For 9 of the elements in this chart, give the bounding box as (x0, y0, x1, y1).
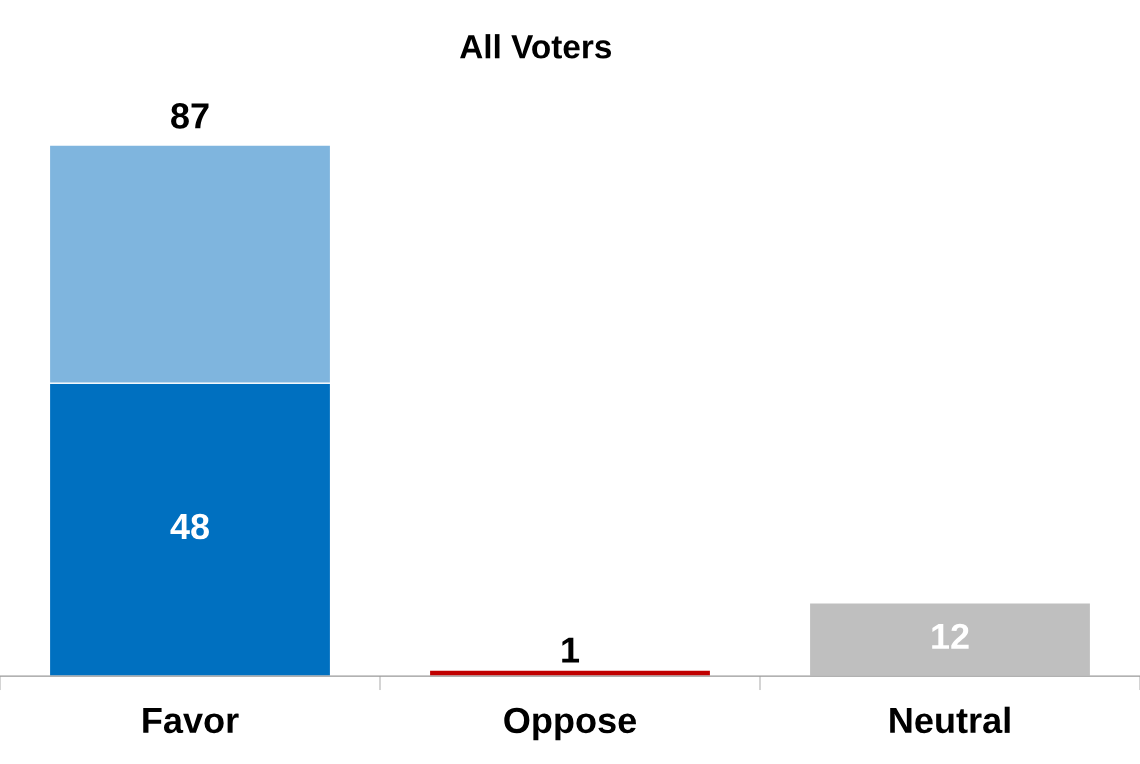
data-label: 48 (170, 513, 209, 540)
bar (808, 602, 1092, 677)
x-tick-label: Favor (143, 708, 239, 734)
x-tick-label: Oppose (504, 707, 636, 741)
total-label: 87 (171, 103, 209, 129)
chart-title: All Voters (460, 34, 612, 59)
data-label: 12 (932, 623, 969, 649)
x-tick-label: Neutral (890, 706, 1010, 734)
data-label: 1 (562, 637, 580, 663)
